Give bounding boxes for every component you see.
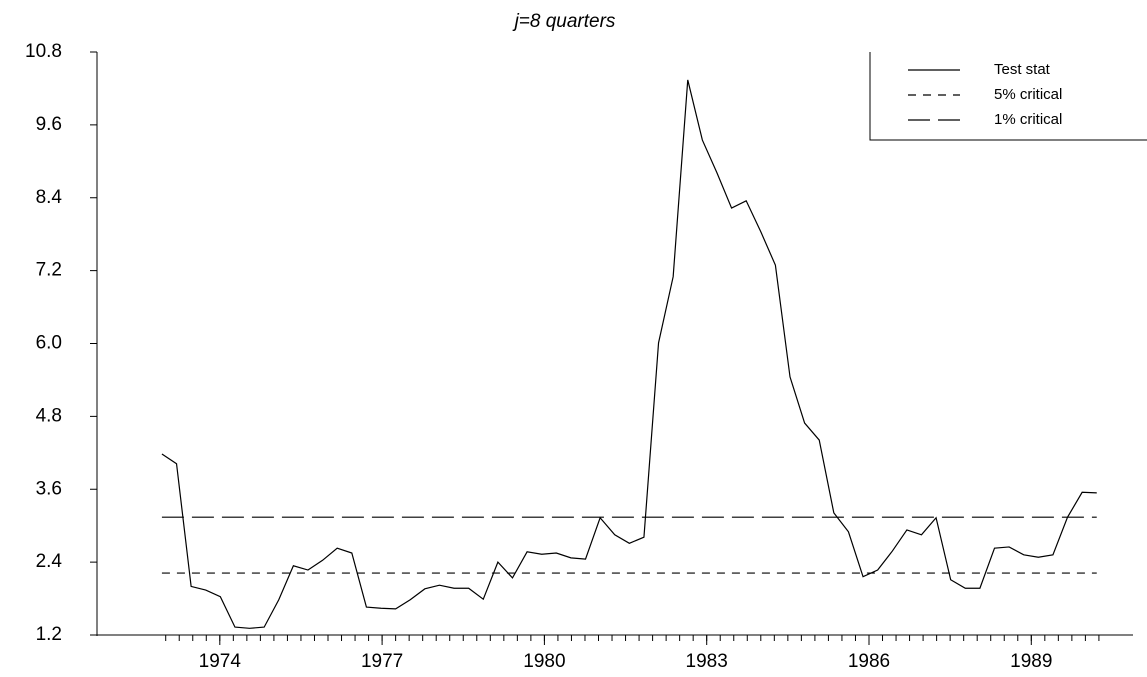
y-tick-label: 4.8	[36, 405, 62, 426]
y-tick-label: 2.4	[36, 551, 63, 572]
x-tick-label: 1989	[1010, 651, 1052, 672]
x-tick-label: 1983	[686, 651, 728, 672]
series-line	[161, 79, 1097, 629]
y-tick-label: 3.6	[36, 478, 62, 499]
legend-label: Test stat	[994, 61, 1051, 78]
chart-title: j=8 quarters	[512, 11, 616, 32]
y-tick-label: 9.6	[36, 114, 62, 135]
y-tick-label: 6.0	[36, 333, 62, 354]
x-tick-label: 1986	[848, 651, 890, 672]
y-tick-label: 7.2	[36, 260, 62, 281]
x-tick-label: 1974	[199, 651, 242, 672]
y-tick-label: 1.2	[36, 624, 62, 645]
y-tick-label: 10.8	[25, 41, 62, 62]
x-tick-label: 1980	[523, 651, 565, 672]
legend-label: 1% critical	[994, 111, 1062, 128]
y-tick-label: 8.4	[36, 187, 63, 208]
legend-label: 5% critical	[994, 86, 1062, 103]
legend-box	[869, 52, 1147, 141]
x-tick-label: 1977	[361, 651, 403, 672]
